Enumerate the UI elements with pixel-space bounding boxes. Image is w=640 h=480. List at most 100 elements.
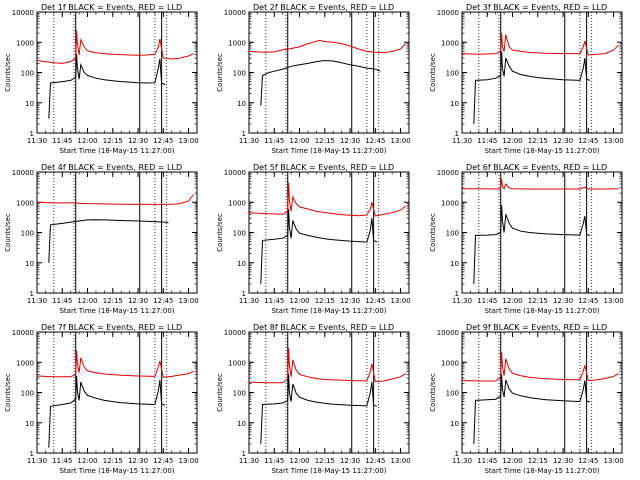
x-tick-label: 13:00 — [178, 457, 198, 465]
x-tick-label: 11:45 — [264, 297, 284, 305]
plot-frame — [248, 331, 410, 454]
plot-frame — [461, 11, 623, 134]
x-tick-label: 12:15 — [103, 457, 123, 465]
y-tick-label: 1 — [30, 130, 34, 138]
x-tick-label: 12:15 — [528, 297, 548, 305]
x-axis-label: Start Time (18-May-15 11:27:00) — [271, 147, 386, 155]
x-tick-label: 13:00 — [178, 297, 198, 305]
y-tick-label: 1 — [30, 450, 34, 458]
x-tick-label: 12:45 — [153, 137, 173, 145]
x-tick-label: 12:30 — [340, 297, 360, 305]
plot-frame — [248, 11, 410, 134]
x-axis-label: Start Time (18-May-15 11:27:00) — [59, 307, 174, 315]
x-tick-label: 12:45 — [153, 297, 173, 305]
events-series-line — [260, 208, 378, 284]
lld-series-line — [461, 33, 619, 56]
chart-panel: Det 9f BLACK = Events, RED = LLD 1 10 100 10… — [429, 323, 624, 475]
y-tick-label: 1000 — [441, 39, 459, 47]
chart-panel: Det 2f BLACK = Events, RED = LLD 1 10 100 10… — [216, 3, 411, 155]
x-tick-label: 12:15 — [528, 457, 548, 465]
chart-title: Det 7f BLACK = Events, RED = LLD — [41, 323, 182, 332]
events-series-line — [260, 59, 381, 106]
x-axis-label: Start Time (18-May-15 11:27:00) — [484, 467, 599, 475]
chart-title: Det 5f BLACK = Events, RED = LLD — [253, 163, 394, 172]
x-tick-label: 12:00 — [502, 457, 522, 465]
y-tick-label: 1000 — [16, 359, 34, 367]
y-tick-label: 100 — [233, 70, 246, 78]
x-tick-label: 12:45 — [365, 137, 385, 145]
x-tick-label: 11:30 — [27, 297, 47, 305]
events-series-line — [48, 219, 169, 263]
chart-title: Det 3f BLACK = Events, RED = LLD — [466, 3, 607, 12]
y-tick-label: 1 — [455, 130, 459, 138]
x-tick-label: 12:00 — [77, 297, 97, 305]
plot-frame — [36, 171, 198, 294]
y-tick-label: 10 — [450, 100, 459, 108]
x-tick-label: 12:00 — [289, 457, 309, 465]
chart-panel: Det 3f BLACK = Events, RED = LLD 1 10 100 10… — [429, 3, 624, 155]
x-tick-label: 11:30 — [27, 457, 47, 465]
y-tick-label: 100 — [21, 70, 34, 78]
x-tick-label: 11:45 — [52, 137, 72, 145]
x-axis-label: Start Time (18-May-15 11:27:00) — [484, 147, 599, 155]
x-tick-label: 12:15 — [528, 137, 548, 145]
chart-panel: Det 6f BLACK = Events, RED = LLD 1 10 100 10… — [429, 163, 624, 315]
chart-title: Det 9f BLACK = Events, RED = LLD — [466, 323, 607, 332]
chart-panel: Det 8f BLACK = Events, RED = LLD 1 10 100 10… — [216, 323, 411, 475]
x-tick-label: 11:45 — [477, 137, 497, 145]
x-tick-label: 12:30 — [340, 457, 360, 465]
x-tick-label: 13:00 — [390, 297, 410, 305]
y-tick-label: 10 — [450, 420, 459, 428]
chart-title: Det 8f BLACK = Events, RED = LLD — [253, 323, 394, 332]
x-axis-label: Start Time (18-May-15 11:27:00) — [59, 467, 174, 475]
x-tick-label: 12:45 — [365, 457, 385, 465]
y-axis-label: Counts/sec — [429, 373, 437, 412]
x-tick-label: 11:30 — [27, 137, 47, 145]
y-tick-label: 1000 — [228, 359, 246, 367]
lld-series-line — [36, 194, 194, 205]
x-tick-label: 12:30 — [128, 137, 148, 145]
y-tick-label: 1 — [455, 290, 459, 298]
x-tick-label: 13:00 — [390, 457, 410, 465]
y-tick-label: 1 — [242, 290, 246, 298]
y-axis-label: Counts/sec — [429, 213, 437, 252]
x-tick-label: 11:30 — [452, 457, 472, 465]
x-tick-label: 12:00 — [289, 297, 309, 305]
x-tick-label: 12:15 — [103, 297, 123, 305]
events-series-line — [473, 51, 591, 124]
y-axis-label: Counts/sec — [216, 373, 224, 412]
y-axis-label: Counts/sec — [216, 213, 224, 252]
chart-title: Det 2f BLACK = Events, RED = LLD — [253, 3, 394, 12]
y-tick-label: 10000 — [12, 329, 34, 337]
y-tick-label: 10000 — [12, 169, 34, 177]
y-tick-label: 100 — [446, 70, 459, 78]
x-tick-label: 12:00 — [77, 457, 97, 465]
x-tick-label: 12:00 — [502, 137, 522, 145]
events-series-line — [473, 205, 591, 284]
y-tick-label: 10000 — [437, 9, 459, 17]
chart-title: Det 6f BLACK = Events, RED = LLD — [466, 163, 607, 172]
x-tick-label: 12:45 — [365, 297, 385, 305]
x-tick-label: 12:00 — [77, 137, 97, 145]
y-tick-label: 100 — [233, 230, 246, 238]
chart-title: Det 4f BLACK = Events, RED = LLD — [41, 163, 182, 172]
x-tick-label: 12:45 — [578, 137, 598, 145]
chart-panel: Det 4f BLACK = Events, RED = LLD 1 10 100 10… — [4, 163, 199, 315]
x-tick-label: 12:30 — [553, 297, 573, 305]
y-tick-label: 1000 — [16, 199, 34, 207]
y-tick-label: 1000 — [441, 199, 459, 207]
plot-frame — [461, 331, 623, 454]
events-series-line — [260, 373, 378, 444]
x-axis-label: Start Time (18-May-15 11:27:00) — [271, 467, 386, 475]
y-tick-label: 1000 — [441, 359, 459, 367]
events-series-line — [48, 54, 166, 119]
y-tick-label: 100 — [21, 390, 34, 398]
lld-series-line — [462, 178, 619, 190]
x-tick-label: 11:30 — [239, 297, 259, 305]
y-tick-label: 10 — [25, 100, 34, 108]
lld-series-line — [248, 39, 406, 54]
x-axis-label: Start Time (18-May-15 11:27:00) — [484, 307, 599, 315]
y-tick-label: 10 — [450, 260, 459, 268]
y-tick-label: 10000 — [224, 9, 246, 17]
x-tick-label: 11:45 — [264, 137, 284, 145]
